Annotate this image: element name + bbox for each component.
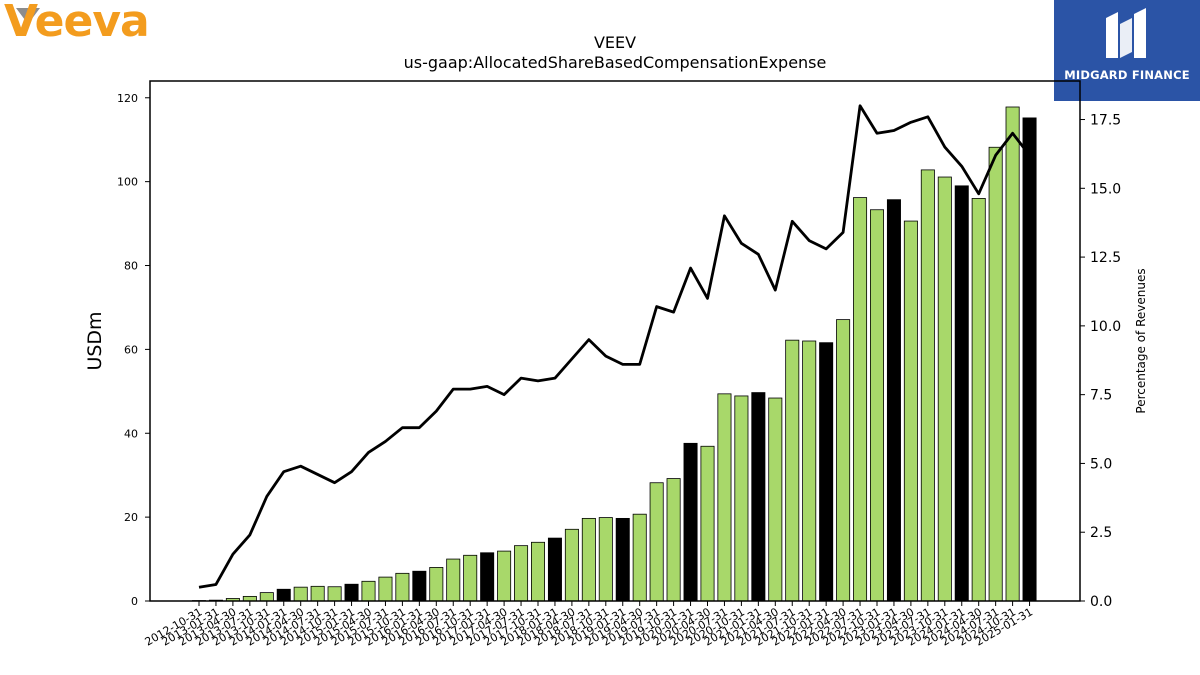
veeva-wordmark: Veeva — [4, 0, 150, 47]
midgard-wordmark: MIDGARD FINANCE — [1064, 68, 1190, 82]
plot-frame — [149, 80, 1081, 602]
bar-2017-04-30 — [497, 550, 512, 602]
y-tick-label: 100 — [117, 176, 138, 189]
axes: 0 20 40 60 80 100 120 0.0 2.5 5.0 7.5 10.0 12.5 15.0 1… — [117, 80, 1121, 649]
y-tick-label: 40 — [124, 427, 138, 440]
y-tick-label: 0 — [131, 595, 138, 608]
midgard-emblem-icon — [1106, 8, 1146, 58]
bar-2016-04-30 — [429, 567, 444, 602]
bar-2023-07-31 — [920, 169, 935, 602]
y-tick-label: 120 — [117, 92, 138, 105]
y2-tick-label: 7.5 — [1090, 388, 1112, 404]
bar-2022-07-31 — [853, 197, 868, 602]
bar-2021-01-31 — [751, 392, 766, 602]
bar-2014-04-30 — [293, 586, 308, 602]
bar-2016-01-31 — [412, 570, 427, 602]
bar-2018-10-31 — [598, 517, 613, 602]
y2-tick-label: 5.0 — [1090, 456, 1112, 472]
bar-2021-04-30 — [768, 397, 783, 602]
bar-2014-01-31 — [276, 588, 291, 602]
y-tick-label: 80 — [124, 260, 138, 273]
bar-2019-01-31 — [615, 517, 630, 602]
bar-2021-07-31 — [785, 339, 800, 602]
bar-2022-04-30 — [836, 319, 851, 602]
y2-tick-label: 15.0 — [1090, 181, 1121, 197]
bar-2017-07-31 — [514, 545, 529, 602]
bar-2018-07-31 — [581, 517, 596, 602]
bar-2024-10-31 — [1005, 106, 1020, 602]
bar-2013-10-31 — [259, 592, 274, 602]
bar-2015-01-31 — [344, 583, 359, 602]
bar-2019-04-30 — [632, 513, 647, 602]
bar-2021-10-31 — [802, 340, 817, 602]
bar-2019-10-31 — [666, 478, 681, 602]
bar-2017-01-31 — [480, 552, 495, 602]
midgard-finance-logo: MIDGARD FINANCE — [1054, 0, 1200, 101]
bar-2020-01-31 — [683, 442, 698, 602]
bar-2022-01-31 — [819, 342, 834, 602]
y-tick-label: 60 — [124, 343, 138, 356]
veeva-chevron-icon — [16, 8, 40, 24]
bar-2017-10-31 — [531, 541, 546, 602]
bar-2022-10-31 — [870, 209, 885, 602]
y2-tick-label: 2.5 — [1090, 525, 1112, 541]
chart-title: VEEV — [594, 33, 636, 52]
bar-2018-01-31 — [547, 537, 562, 602]
y2-tick-label: 17.5 — [1090, 113, 1121, 129]
y2-tick-label: 12.5 — [1090, 250, 1121, 266]
bar-2024-07-31 — [988, 146, 1003, 602]
bar-2023-01-31 — [886, 199, 901, 602]
chart-subtitle: us-gaap:AllocatedShareBasedCompensationE… — [404, 53, 827, 72]
veeva-logo: Veeva — [4, 0, 174, 48]
bar-2024-04-30 — [971, 198, 986, 602]
bar-2015-07-31 — [378, 576, 393, 602]
bar-2018-04-30 — [564, 528, 579, 602]
y-axis-label: USDm — [84, 311, 106, 370]
bar-2016-10-31 — [463, 554, 478, 602]
bar-2020-07-31 — [717, 393, 732, 602]
bar-2024-01-31 — [954, 185, 969, 602]
bar-2016-07-31 — [446, 558, 461, 602]
y2-tick-label: 0.0 — [1090, 594, 1112, 610]
percentage-line — [198, 104, 1031, 589]
y-tick-label: 20 — [124, 511, 138, 524]
bar-2015-10-31 — [395, 572, 410, 602]
bar-2020-04-30 — [700, 445, 715, 602]
bar-2023-10-31 — [937, 176, 952, 602]
bar-2023-04-30 — [903, 220, 918, 602]
bar-2014-10-31 — [327, 586, 342, 602]
bar-2025-01-31 — [1022, 117, 1037, 602]
bar-2014-07-31 — [310, 585, 325, 602]
y2-axis-label: Percentage of Revenues — [1134, 268, 1148, 413]
bar-series — [191, 106, 1037, 602]
bar-2015-04-30 — [361, 580, 376, 602]
bar-2020-10-31 — [734, 395, 749, 602]
percentage-line-series — [198, 104, 1031, 589]
bar-2019-07-31 — [649, 482, 664, 602]
y2-tick-label: 10.0 — [1090, 319, 1121, 335]
